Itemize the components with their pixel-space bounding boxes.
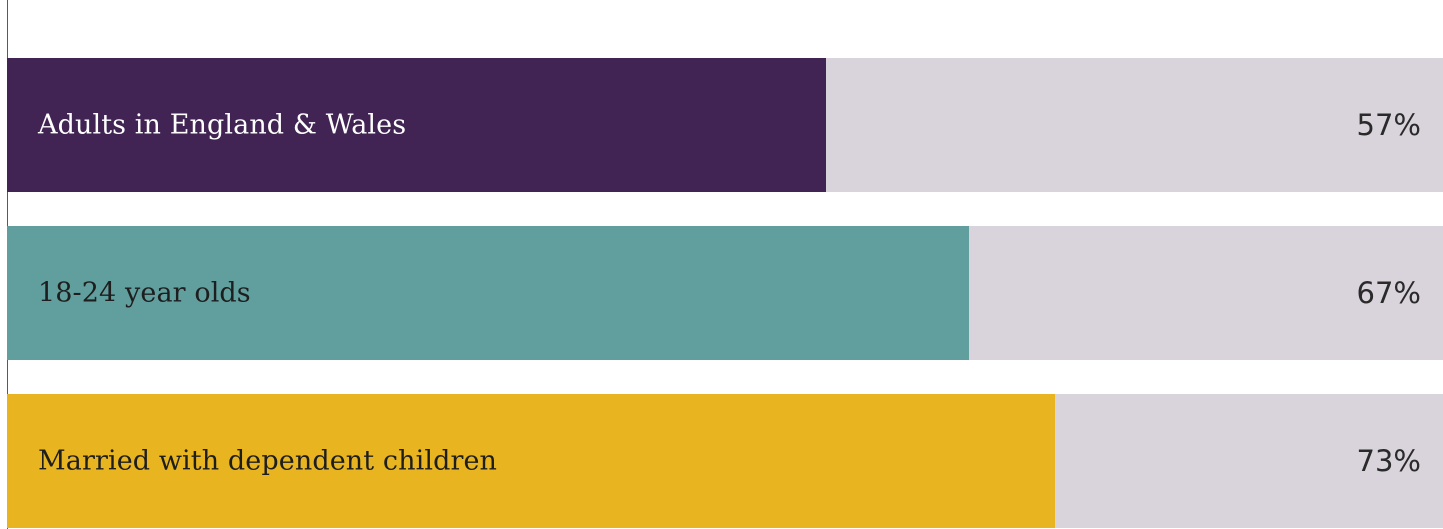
value-label: 67%	[1356, 276, 1421, 310]
bar-track: Married with dependent children 73%	[7, 394, 1443, 528]
bar-track: Adults in England & Wales 57%	[7, 58, 1443, 192]
bar-track: 18-24 year olds 67%	[7, 226, 1443, 360]
value-label: 57%	[1356, 108, 1421, 142]
value-label: 73%	[1356, 444, 1421, 478]
category-label: Married with dependent children	[38, 445, 498, 477]
bar	[7, 394, 1056, 528]
bar	[7, 226, 970, 360]
category-label: 18-24 year olds	[38, 277, 251, 309]
bar	[7, 58, 826, 192]
category-label: Adults in England & Wales	[38, 109, 407, 141]
